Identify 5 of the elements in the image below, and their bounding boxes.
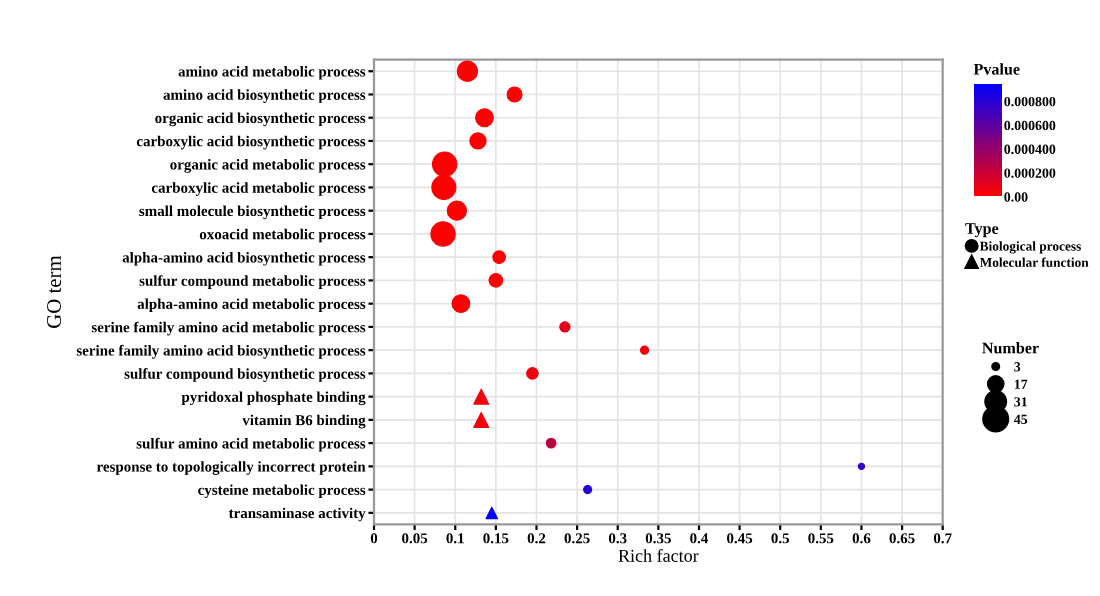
y-axis-title: GO term — [47, 255, 62, 328]
color-bar-title: Pvalue — [973, 63, 1020, 75]
x-axis-title: Rich factor — [618, 549, 699, 562]
text: Number — [982, 342, 1039, 354]
legend-title: Type — [965, 223, 999, 238]
